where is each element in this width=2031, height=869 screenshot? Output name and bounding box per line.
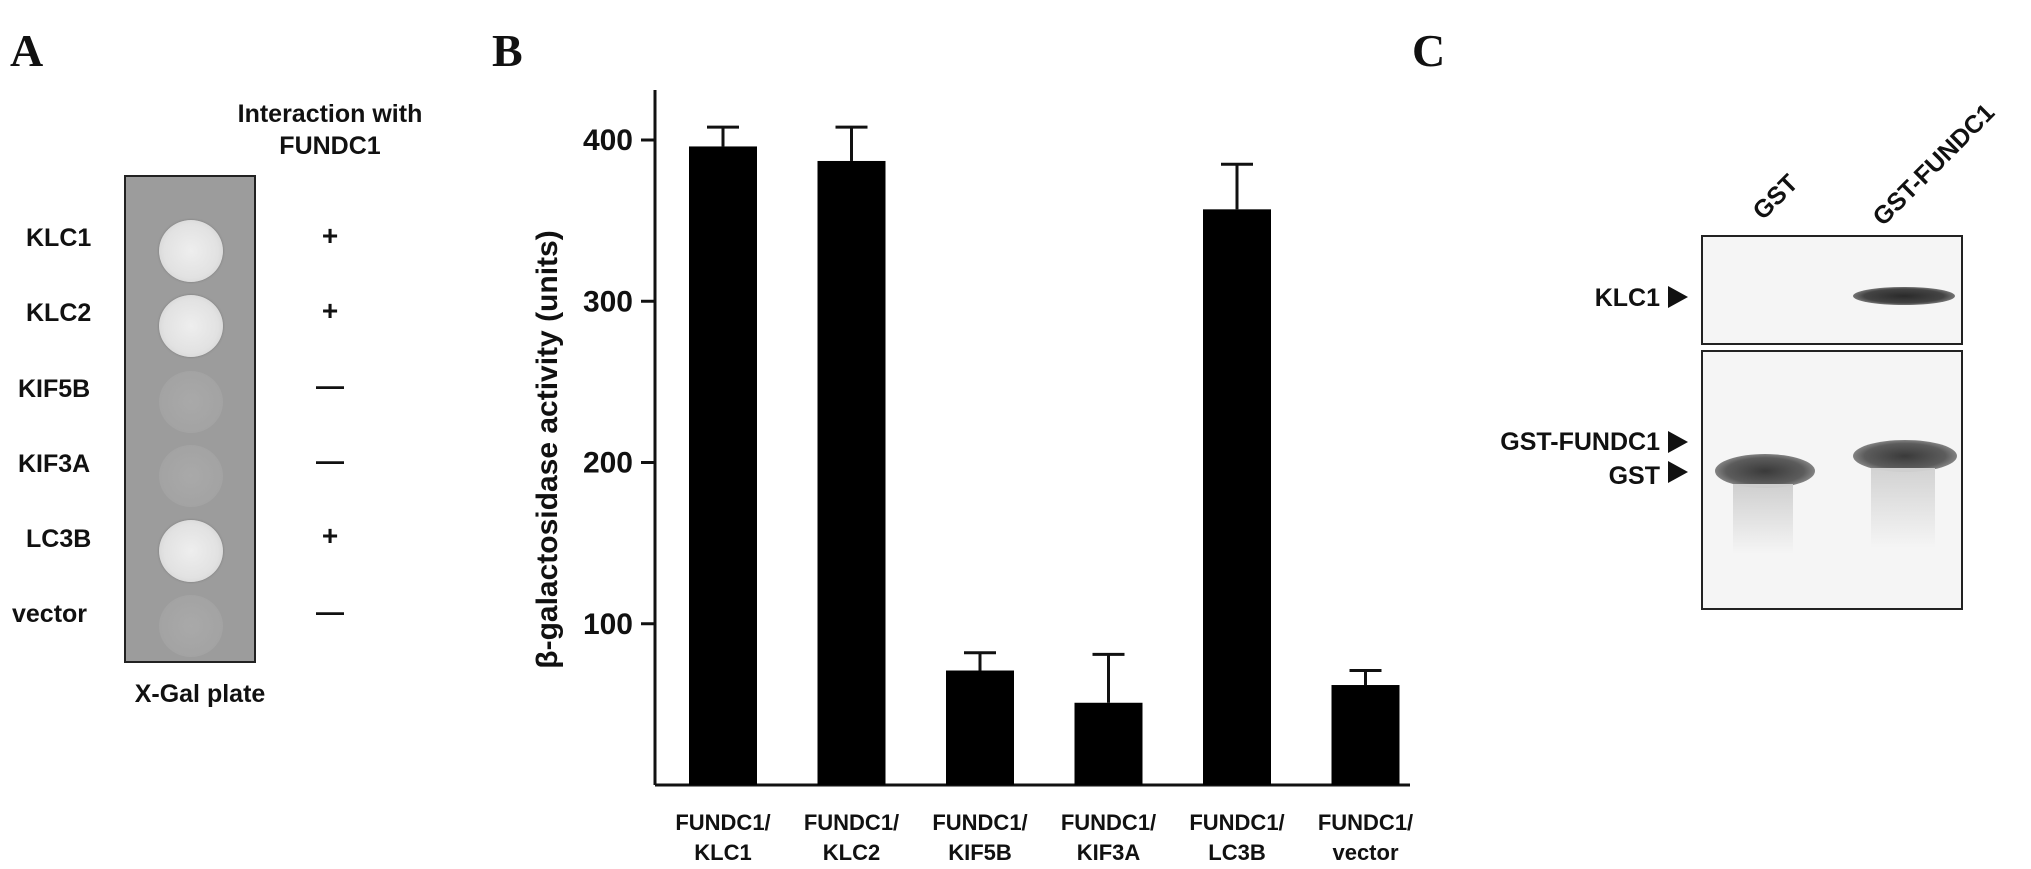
chart-bars xyxy=(689,146,1400,785)
row-label-kif3a: KIF3A xyxy=(18,450,91,478)
chart-error-bars xyxy=(707,125,1382,703)
band-klc1-gst-fundc1 xyxy=(1853,287,1955,305)
x-tick-label-4-0: FUNDC1/ xyxy=(1189,810,1284,835)
band-gst-fundc1-smear xyxy=(1871,468,1935,548)
y-tick-label-100: 100 xyxy=(583,608,633,641)
colony-vector xyxy=(159,595,223,657)
blot-klc1 xyxy=(1701,235,1963,345)
blot-label-gst-fundc1: GST-FUNDC1 xyxy=(1500,428,1660,456)
bar-4 xyxy=(1203,209,1271,785)
interaction-lc3b: + xyxy=(321,520,339,551)
arrow-right-icon xyxy=(1668,431,1688,453)
blot-label-gst: GST xyxy=(1608,462,1660,490)
bar-3 xyxy=(1074,702,1143,785)
row-label-kif5b: KIF5B xyxy=(18,375,91,403)
row-label-vector: vector xyxy=(12,600,88,628)
blot-coomassie xyxy=(1701,350,1963,610)
chart-labels: 100 200 300 400 β-galactosidase activity (un… xyxy=(531,124,1413,865)
x-tick-label-4-1: LC3B xyxy=(1208,840,1265,865)
arrow-right-icon xyxy=(1668,286,1688,308)
x-tick-label-5-1: vector xyxy=(1332,840,1398,865)
arrow-right-icon xyxy=(1668,461,1688,483)
y-tick-label-300: 300 xyxy=(583,285,633,318)
x-tick-label-1-0: FUNDC1/ xyxy=(804,810,899,835)
x-gal-plate xyxy=(124,175,256,663)
x-tick-label-2-1: KIF5B xyxy=(948,840,1012,865)
bar-0 xyxy=(689,146,757,785)
chart-axes xyxy=(641,90,1410,787)
row-label-lc3b: LC3B xyxy=(26,525,92,553)
x-tick-label-3-0: FUNDC1/ xyxy=(1061,810,1156,835)
interaction-header: Interaction with FUNDC1 xyxy=(237,100,423,160)
colony-klc1 xyxy=(159,220,223,282)
x-tick-label-5-0: FUNDC1/ xyxy=(1318,810,1413,835)
bar-1 xyxy=(817,160,886,785)
plate-caption: X-Gal plate xyxy=(134,680,266,708)
y-tick-label-200: 200 xyxy=(583,447,633,480)
interaction-klc1: + xyxy=(321,220,339,251)
colony-kif3a xyxy=(159,445,223,507)
blot-label-klc1: KLC1 xyxy=(1594,284,1660,312)
panel-b-letter: B xyxy=(492,25,523,76)
x-tick-label-1-1: KLC2 xyxy=(823,840,880,865)
row-label-klc1: KLC1 xyxy=(26,224,92,252)
x-tick-label-3-1: KIF3A xyxy=(1077,840,1141,865)
panel-a-letter: A xyxy=(10,25,44,76)
interaction-klc2: + xyxy=(321,295,339,326)
x-tick-label-2-0: FUNDC1/ xyxy=(932,810,1027,835)
colony-kif5b xyxy=(159,371,223,433)
colony-klc2 xyxy=(159,295,223,357)
bar-2 xyxy=(946,670,1014,785)
y-axis-label: β-galactosidase activity (units) xyxy=(531,230,564,668)
y-tick-label-400: 400 xyxy=(583,124,633,157)
interaction-kif5b: — xyxy=(316,370,344,401)
x-tick-label-0-0: FUNDC1/ xyxy=(675,810,770,835)
panel-c-letter: C xyxy=(1412,25,1446,76)
colony-lc3b xyxy=(159,520,223,582)
band-gst xyxy=(1715,454,1815,488)
bar-5 xyxy=(1331,685,1400,785)
interaction-kif3a: — xyxy=(316,445,344,476)
band-gst-fundc1 xyxy=(1853,440,1957,472)
row-label-klc2: KLC2 xyxy=(26,299,92,327)
band-gst-smear xyxy=(1733,484,1793,554)
x-tick-label-0-1: KLC1 xyxy=(694,840,751,865)
interaction-vector: — xyxy=(316,596,344,627)
